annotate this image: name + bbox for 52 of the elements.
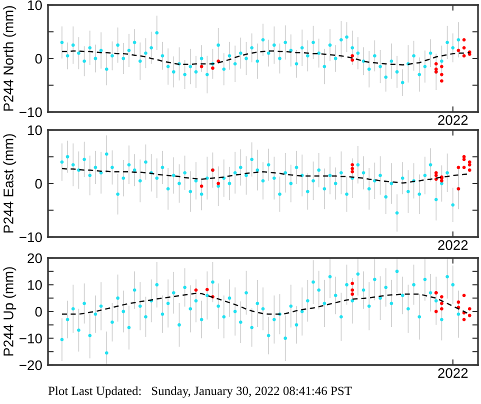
point — [211, 66, 214, 70]
point — [462, 54, 466, 58]
point — [456, 300, 460, 304]
y-tick-label: −10 — [20, 232, 42, 242]
point — [456, 166, 460, 170]
point — [350, 170, 354, 174]
point — [350, 58, 354, 62]
y-tick-label: −20 — [20, 360, 42, 370]
point — [440, 307, 444, 311]
point — [468, 314, 472, 318]
point — [462, 38, 466, 42]
point — [350, 163, 354, 166]
point — [440, 302, 444, 306]
point — [440, 72, 444, 76]
point — [440, 64, 444, 68]
point — [434, 171, 438, 174]
y-axis-title: P244 North (mm) — [3, 6, 16, 111]
y-tick-label: 10 — [28, 125, 42, 136]
y-tick-label: 0 — [35, 54, 42, 64]
point — [462, 155, 466, 158]
point — [440, 179, 444, 183]
y-tick-label: 0 — [35, 306, 42, 317]
y-axis-title: P244 Up (mm) — [3, 267, 16, 356]
y-tick-label: −10 — [20, 334, 42, 344]
point — [468, 168, 472, 172]
y-tick-label: −10 — [20, 107, 42, 118]
point — [350, 166, 354, 170]
point — [194, 288, 198, 292]
point — [350, 54, 354, 58]
point — [440, 79, 444, 83]
x-tick-label: 2022 — [438, 240, 468, 250]
point — [350, 282, 354, 286]
y-tick-label: 10 — [28, 0, 42, 10]
point — [462, 158, 466, 162]
y-axis-title: P244 East (mm) — [3, 134, 16, 233]
point — [434, 62, 438, 66]
text: Plot Last Updated: Sunday, January 30, 2022 08:41:46 PST — [48, 386, 352, 398]
y-tick-label: 10 — [28, 280, 42, 290]
point — [468, 160, 472, 164]
point — [440, 295, 444, 298]
y-tick-label: 20 — [28, 253, 42, 264]
point — [200, 184, 204, 188]
point — [216, 182, 220, 186]
x-tick-label: 2022 — [438, 368, 468, 378]
point — [462, 46, 466, 50]
point — [468, 307, 472, 311]
point — [434, 310, 438, 314]
point — [350, 292, 354, 296]
point — [205, 288, 209, 292]
y-tick-label: 0 — [35, 178, 42, 189]
point — [350, 288, 354, 292]
x-tick-label: 2022 — [438, 115, 468, 125]
